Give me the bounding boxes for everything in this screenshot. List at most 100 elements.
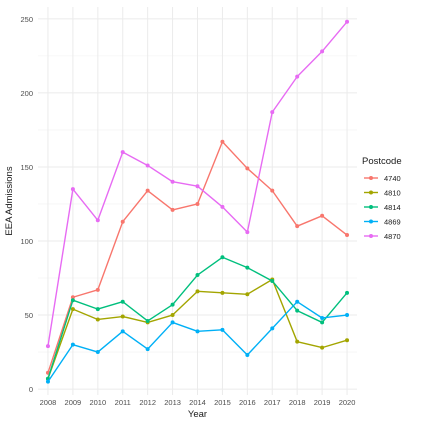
x-tick-label: 2008 [40,398,57,407]
data-point [170,179,175,184]
x-axis-title: Year [188,409,207,420]
legend-key-point [369,234,373,238]
data-point [145,347,150,352]
data-point [145,163,150,168]
data-point [220,255,225,260]
legend-label: 4810 [384,189,401,198]
data-point [220,327,225,332]
series-4870 [45,19,350,349]
legend-key-point [369,176,373,180]
series-4869 [45,299,350,384]
data-point [170,320,175,325]
data-point [120,219,125,224]
y-tick-label: 50 [25,311,33,320]
data-point [245,265,250,270]
y-tick-label: 250 [20,15,33,24]
x-tick-label: 2018 [289,398,306,407]
x-tick-label: 2020 [339,398,356,407]
data-point [220,290,225,295]
data-point [70,342,75,347]
legend-label: 4869 [384,218,401,227]
legend-item: 4810 [364,189,401,198]
data-point [170,313,175,318]
data-point [220,204,225,209]
data-point [220,139,225,144]
data-point [345,313,350,318]
data-point [120,150,125,155]
data-point [320,315,325,320]
data-point [145,188,150,193]
data-point [270,326,275,331]
data-point [270,188,275,193]
data-point [320,320,325,325]
legend-label: 4870 [384,232,401,241]
data-point [295,224,300,229]
data-point [270,278,275,283]
legend-label: 4814 [384,203,401,212]
data-point [195,273,200,278]
legend-item: 4814 [364,203,401,212]
data-point [170,207,175,212]
legend-item: 4870 [364,232,401,241]
data-point [170,302,175,307]
data-point [45,379,50,384]
x-tick-label: 2017 [264,398,281,407]
x-tick-label: 2016 [239,398,256,407]
data-point [295,339,300,344]
data-point [345,290,350,295]
legend-key-point [369,190,373,195]
data-point [295,74,300,79]
data-point [95,287,100,292]
data-point [70,295,75,300]
legend-title: Postcode [362,156,402,167]
series-4740 [45,139,350,375]
y-tick-label: 150 [20,163,33,172]
data-point [320,49,325,54]
data-point [195,289,200,294]
x-tick-label: 2010 [89,398,106,407]
data-point [120,314,125,319]
data-point [195,184,200,189]
y-axis-title: EEA Admissions [4,166,15,235]
legend-item: 4869 [364,218,401,227]
x-tick-label: 2019 [314,398,331,407]
data-point [320,213,325,218]
grid-lines [38,7,357,395]
data-point [295,308,300,313]
data-point [245,166,250,171]
series-lines [45,19,350,384]
data-point [95,317,100,322]
legend-label: 4740 [384,174,401,183]
series-4814 [45,255,350,381]
data-point [70,307,75,312]
data-point [95,218,100,223]
data-point [95,350,100,355]
x-tick-label: 2012 [139,398,156,407]
data-point [320,345,325,350]
x-tick-label: 2015 [214,398,231,407]
data-point [345,19,350,24]
x-tick-label: 2011 [115,398,131,407]
data-point [195,201,200,206]
y-tick-label: 100 [20,237,33,246]
legend-item: 4740 [364,174,401,183]
y-tick-label: 200 [20,89,33,98]
legend-key-point [369,219,373,224]
x-tick-label: 2014 [189,398,206,407]
data-point [145,318,150,323]
x-tick-label: 2013 [164,398,181,407]
x-tick-label: 2009 [65,398,82,407]
data-point [245,353,250,358]
data-point [270,110,275,115]
data-point [95,307,100,312]
data-point [345,338,350,343]
data-point [70,187,75,192]
data-point [45,344,50,349]
data-point [245,292,250,297]
data-point [195,329,200,334]
data-point [345,233,350,238]
data-point [295,299,300,304]
tick-labels: 0 50 100 150 200 250 2008 2009 2010 2011 2012 2013 2… [20,15,355,407]
legend-key-point [369,205,373,209]
